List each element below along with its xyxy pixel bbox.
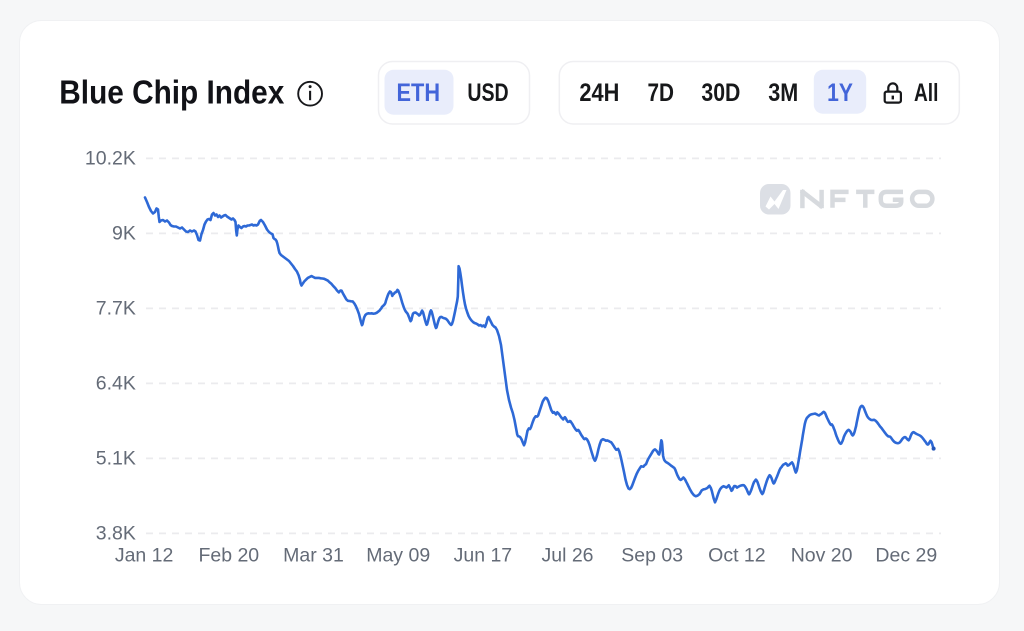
svg-text:3M: 3M [768,79,798,107]
svg-text:10.2K: 10.2K [85,147,136,169]
svg-text:Jul 26: Jul 26 [541,544,593,566]
svg-text:Jan 12: Jan 12 [115,544,174,566]
svg-text:Feb 20: Feb 20 [198,544,259,566]
svg-text:ETH: ETH [397,79,441,107]
svg-text:May 09: May 09 [366,544,430,566]
svg-text:9K: 9K [112,222,136,244]
svg-text:Jun 17: Jun 17 [454,544,513,566]
svg-text:6.4K: 6.4K [96,372,136,394]
svg-text:All: All [914,79,938,107]
svg-text:24H: 24H [579,79,619,107]
svg-text:USD: USD [467,79,508,107]
svg-text:1Y: 1Y [827,79,853,107]
svg-text:Sep 03: Sep 03 [621,544,683,566]
svg-text:7D: 7D [647,79,674,107]
svg-text:Dec 29: Dec 29 [875,544,937,566]
svg-text:Nov 20: Nov 20 [791,544,853,566]
svg-text:Oct 12: Oct 12 [708,544,765,566]
svg-text:Mar 31: Mar 31 [283,544,344,566]
svg-text:30D: 30D [701,79,740,107]
svg-text:Blue Chip Index: Blue Chip Index [59,74,285,111]
svg-text:7.7K: 7.7K [96,297,136,319]
svg-text:3.8K: 3.8K [96,522,136,544]
svg-text:5.1K: 5.1K [96,447,136,469]
